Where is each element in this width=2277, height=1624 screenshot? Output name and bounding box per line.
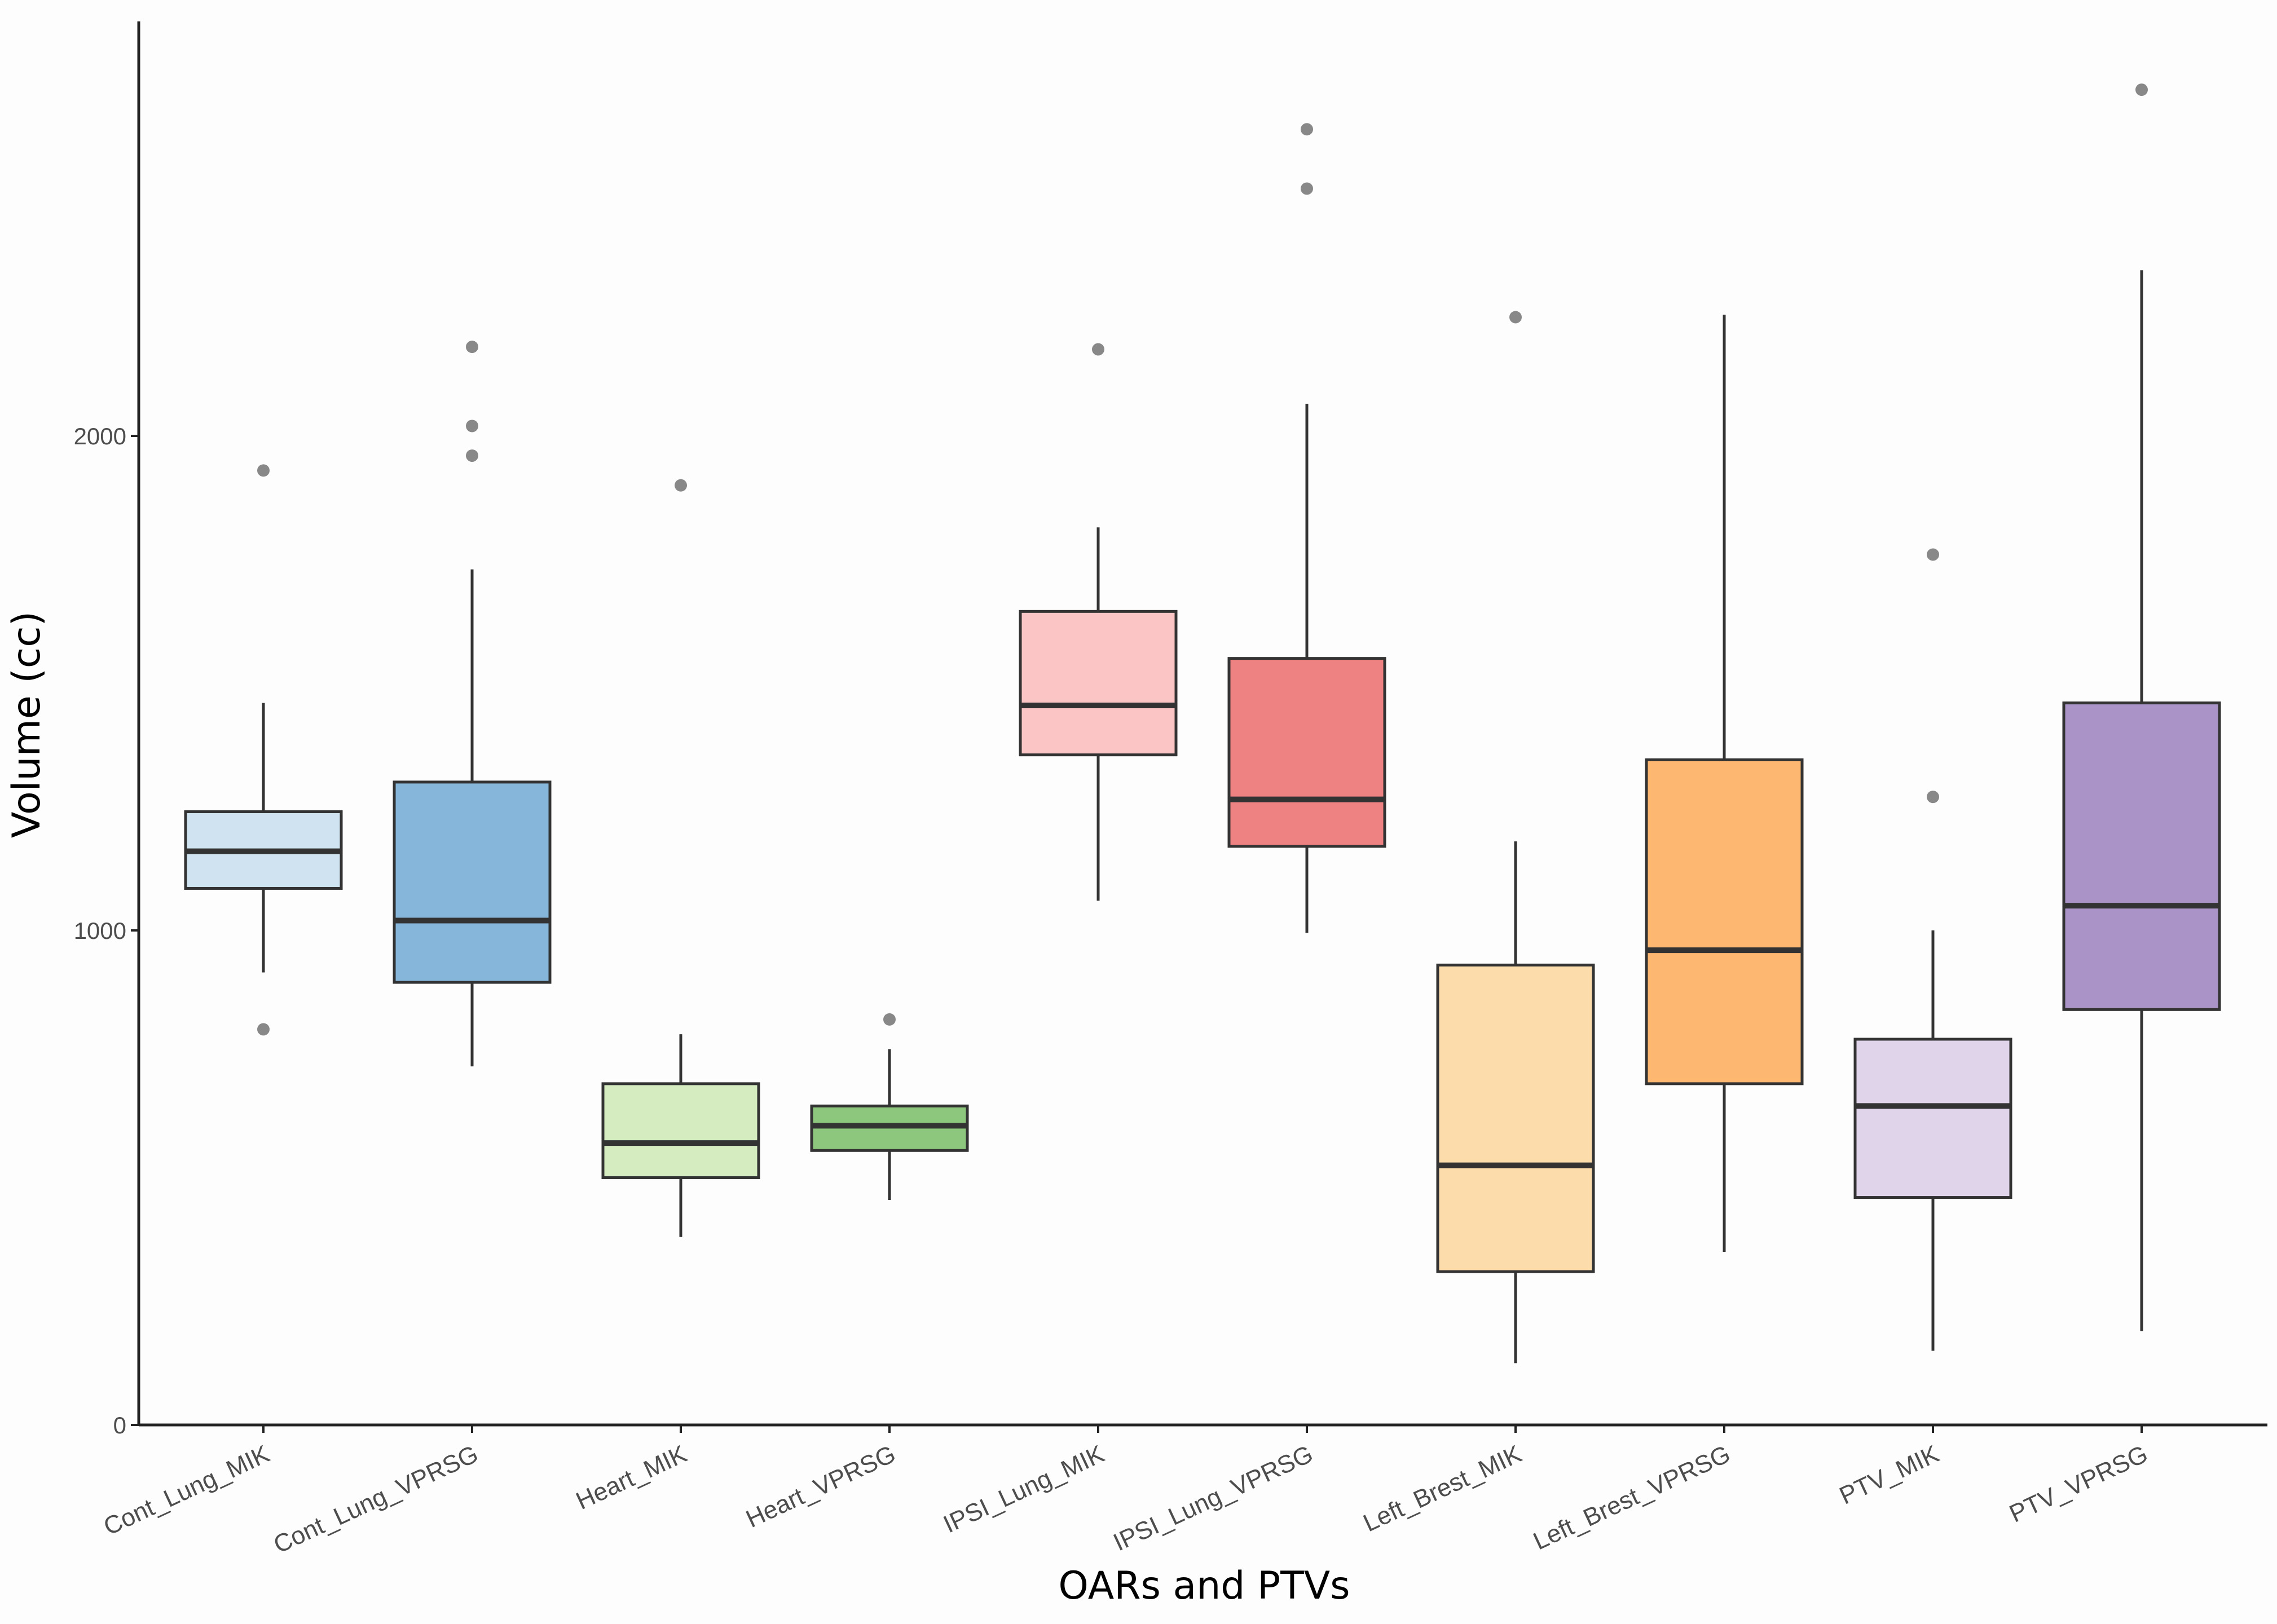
box-ipsi-lung-vprsg	[1227, 123, 1386, 933]
outlier-point	[466, 420, 478, 433]
y-axis-title: Volume (cc)	[5, 611, 49, 838]
y-tick-label: 1000	[74, 917, 126, 944]
outlier-point	[883, 1013, 896, 1026]
iqr-box	[1019, 610, 1178, 757]
y-ticks-layer: 0 1000 2000	[74, 423, 139, 1438]
outlier-point	[1301, 123, 1313, 136]
iqr-box	[1853, 1038, 2012, 1199]
outlier-point	[257, 464, 270, 477]
box-ipsi-lung-mik	[1019, 343, 1178, 901]
outlier-point	[1927, 548, 1939, 561]
box-cont-lung-mik	[184, 464, 343, 1036]
box-ptv-mik	[1853, 548, 2012, 1351]
box-left-brest-vprsg	[1645, 315, 1804, 1252]
outlier-point	[466, 449, 478, 462]
y-tick-label: 2000	[74, 423, 126, 449]
outlier-point	[675, 479, 687, 492]
outlier-point	[1092, 343, 1104, 356]
outlier-point	[2135, 83, 2148, 96]
outlier-point	[257, 1023, 270, 1036]
box-heart-mik	[601, 479, 760, 1237]
y-tick-label: 0	[113, 1412, 126, 1438]
outlier-point	[1927, 791, 1939, 804]
box-cont-lung-vprsg	[393, 341, 552, 1067]
iqr-box	[1436, 963, 1595, 1273]
box-heart-vprsg	[810, 1013, 969, 1200]
outlier-point	[1509, 311, 1522, 324]
iqr-box	[601, 1082, 760, 1179]
iqr-box	[1227, 657, 1386, 848]
iqr-box	[2062, 701, 2221, 1011]
iqr-box	[393, 780, 552, 984]
outlier-point	[466, 341, 478, 354]
box-left-brest-mik	[1436, 311, 1595, 1363]
box-ptv-vprsg	[2062, 83, 2221, 1331]
iqr-box	[1645, 758, 1804, 1085]
outlier-point	[1301, 182, 1313, 195]
boxes-layer	[184, 83, 2221, 1363]
x-axis-title: OARs and PTVs	[1058, 1564, 1350, 1608]
